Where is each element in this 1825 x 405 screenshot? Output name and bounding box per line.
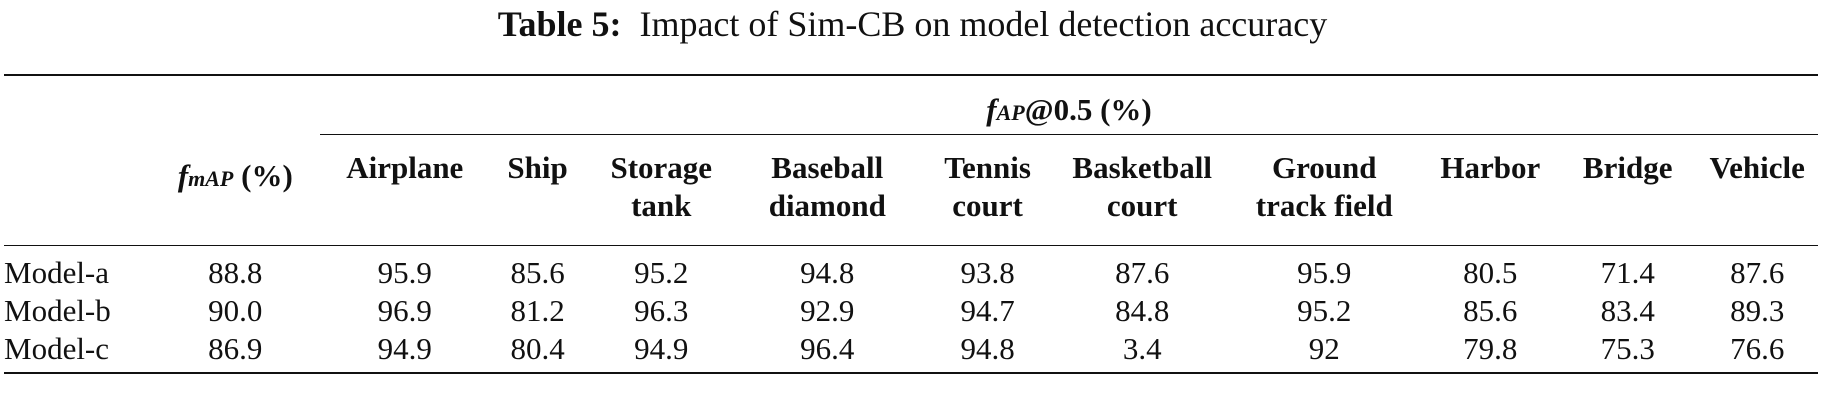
table-cell: 3.4: [1057, 330, 1227, 374]
column-header: Tennis court: [917, 134, 1058, 246]
column-header: Storage tank: [585, 134, 737, 246]
table-cell: 80.5: [1463, 255, 1518, 290]
fmap-header: fmAP (%): [150, 74, 321, 246]
row-label: Model-a: [4, 255, 110, 290]
row-label-header: [4, 74, 151, 246]
table-cell: 92: [1226, 330, 1422, 374]
column-header-row: Airplane Ship Storage tank Baseball diamon…: [4, 134, 1818, 246]
table-cell: 87.6: [1115, 255, 1170, 290]
caption-label: Table 5:: [497, 4, 622, 44]
table-cell: 95.2: [1297, 293, 1352, 328]
table-cell: 94.8: [917, 330, 1058, 374]
table-cell: 96.3: [634, 293, 689, 328]
table-cell: 95.9: [377, 255, 432, 290]
table-cell: 94.7: [960, 293, 1015, 328]
table-cell: 96.9: [377, 293, 432, 328]
table-cell: 79.8: [1421, 330, 1559, 374]
table-cell: 95.2: [634, 255, 689, 290]
column-header: Ship: [489, 134, 586, 246]
results-table-wrapper: fmAP (%) fAP@0.5 (%) Airplane Ship Stora…: [4, 74, 1818, 374]
table-cell: 90.0: [208, 293, 263, 328]
table-cell: 95.9: [1297, 255, 1352, 290]
column-header: Bridge: [1558, 134, 1697, 246]
column-header: Vehicle: [1696, 134, 1818, 246]
group-header-row: fmAP (%) fAP@0.5 (%): [4, 74, 1818, 246]
row-label: Model-b: [4, 293, 111, 328]
table-cell: 86.9: [150, 330, 321, 374]
table-cell: 94.8: [800, 255, 855, 290]
column-header: Ground track field: [1226, 134, 1422, 246]
table-cell: 96.4: [736, 330, 918, 374]
table-cell: 83.4: [1600, 293, 1655, 328]
table-cell: 85.6: [1463, 293, 1518, 328]
column-header: Baseball diamond: [736, 134, 918, 246]
table-cell: 85.6: [510, 255, 565, 290]
table-cell: 75.3: [1558, 330, 1697, 374]
fap-group-header: fAP@0.5 (%): [320, 74, 1818, 135]
table-cell: 84.8: [1115, 293, 1170, 328]
table-cell: 87.6: [1730, 255, 1785, 290]
column-header: Basketball court: [1057, 134, 1227, 246]
table-cell: 94.9: [585, 330, 737, 374]
table-cell: 94.9: [320, 330, 490, 374]
column-header: Airplane: [320, 134, 490, 246]
table-caption: Table 5: Impact of Sim-CB on model detec…: [0, 4, 1825, 44]
table-cell: 89.3: [1730, 293, 1785, 328]
table-row: Model-c 86.9 94.9 80.4 94.9 96.4 94.8 3.…: [4, 330, 1818, 374]
row-label: Model-c: [4, 330, 151, 374]
caption-text: Impact of Sim-CB on model detection accu…: [639, 4, 1328, 44]
table-cell: 80.4: [489, 330, 586, 374]
table-row: Model-a 88.8 95.9 85.6 95.2 94.8 93.8 87…: [4, 246, 1818, 293]
table-cell: 92.9: [800, 293, 855, 328]
table-cell: 93.8: [960, 255, 1015, 290]
table-row: Model-b 90.0 96.9 81.2 96.3 92.9 94.7 84…: [4, 292, 1818, 330]
results-table: fmAP (%) fAP@0.5 (%) Airplane Ship Stora…: [4, 74, 1818, 374]
table-cell: 81.2: [510, 293, 565, 328]
table-cell: 71.4: [1600, 255, 1655, 290]
column-header: Harbor: [1421, 134, 1559, 246]
table-cell: 88.8: [208, 255, 263, 290]
table-cell: 76.6: [1696, 330, 1818, 374]
